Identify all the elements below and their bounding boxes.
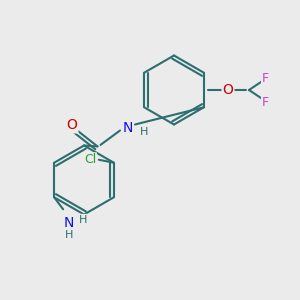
Text: Cl: Cl [84,153,96,166]
Text: N: N [64,216,74,230]
Text: O: O [223,83,233,97]
Text: H: H [78,215,87,225]
Text: F: F [262,95,269,109]
Text: H: H [65,230,73,240]
Text: F: F [262,71,269,85]
Text: N: N [122,121,133,134]
Text: O: O [67,118,77,132]
Text: H: H [140,127,148,137]
